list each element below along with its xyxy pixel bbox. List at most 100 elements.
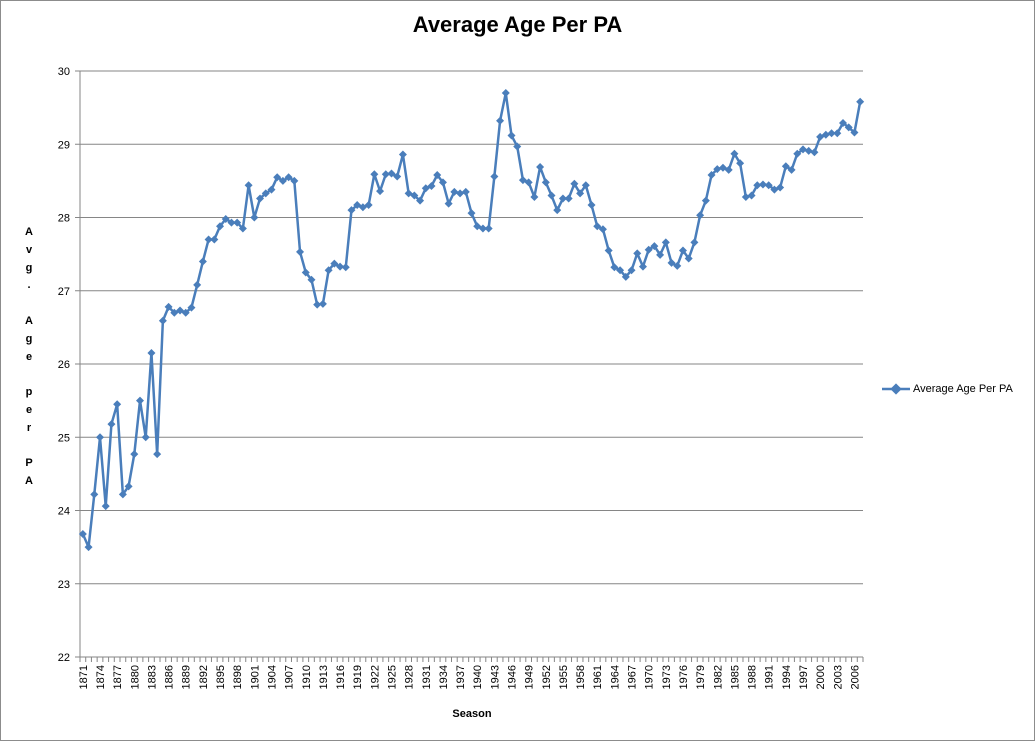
- data-point-1976: [678, 246, 687, 255]
- x-tick-label-1874: 1874: [95, 665, 107, 689]
- data-point-2002: [827, 129, 836, 138]
- data-point-1918: [347, 206, 356, 215]
- data-point-1935: [444, 199, 453, 208]
- data-point-1879: [124, 482, 133, 491]
- data-point-1962: [598, 225, 607, 234]
- data-point-1873: [90, 490, 99, 499]
- x-tick-label-1919: 1919: [352, 665, 364, 689]
- x-tick-label-1889: 1889: [181, 665, 193, 689]
- data-point-1921: [364, 201, 373, 210]
- x-tick-label-1985: 1985: [729, 665, 741, 689]
- data-point-1927: [398, 150, 407, 159]
- x-tick-label-1907: 1907: [284, 665, 296, 689]
- x-tick-label-1937: 1937: [455, 665, 467, 689]
- x-tick-label-1997: 1997: [798, 665, 810, 689]
- x-tick-label-1952: 1952: [541, 665, 553, 689]
- data-point-1991: [764, 181, 773, 190]
- data-point-1886: [164, 302, 173, 311]
- data-point-1890: [187, 303, 196, 312]
- x-tick-label-1943: 1943: [489, 665, 501, 689]
- x-tick-label-1988: 1988: [747, 665, 759, 689]
- data-point-1964: [610, 263, 619, 272]
- data-point-1929: [410, 191, 419, 200]
- data-point-1897: [227, 218, 236, 227]
- x-tick-label-1976: 1976: [678, 665, 690, 689]
- data-point-1884: [153, 450, 162, 459]
- data-point-1885: [158, 316, 167, 325]
- data-point-2005: [844, 123, 853, 132]
- data-point-1988: [747, 191, 756, 200]
- data-point-1944: [496, 116, 505, 125]
- data-point-1909: [296, 247, 305, 256]
- data-point-1941: [478, 224, 487, 233]
- x-tick-labels: 1871 1874 1877 1880 1883 1886 1889 1892 1895 1898…: [78, 665, 862, 689]
- x-tick-label-1958: 1958: [575, 665, 587, 689]
- data-point-1958: [576, 189, 585, 198]
- data-point-1936: [450, 187, 459, 196]
- data-point-1932: [427, 182, 436, 191]
- data-point-1917: [341, 263, 350, 272]
- y-tick-label-29: 29: [58, 139, 70, 151]
- data-point-1971: [650, 242, 659, 251]
- x-tick-label-1946: 1946: [507, 665, 519, 689]
- data-point-1954: [553, 206, 562, 215]
- data-point-1872: [84, 543, 93, 552]
- data-point-1981: [707, 171, 716, 180]
- data-point-1880: [130, 450, 139, 459]
- data-point-1955: [558, 194, 567, 203]
- data-point-1922: [370, 170, 379, 179]
- axes: [75, 70, 864, 662]
- data-point-1979: [696, 211, 705, 220]
- data-point-1939: [467, 209, 476, 218]
- data-point-1968: [633, 249, 642, 258]
- y-tick-label-24: 24: [58, 506, 70, 518]
- data-point-1904: [267, 185, 276, 194]
- data-point-1894: [210, 235, 219, 244]
- x-tick-label-1967: 1967: [627, 665, 639, 689]
- data-point-1967: [627, 266, 636, 275]
- legend-marker-icon: [882, 383, 910, 395]
- y-tick-labels: 22 23 24 25 26 27 28 29 30: [58, 66, 70, 664]
- data-point-1914: [324, 266, 333, 275]
- x-tick-label-1871: 1871: [78, 665, 90, 689]
- x-tick-label-1910: 1910: [301, 665, 313, 689]
- x-tick-label-2003: 2003: [832, 665, 844, 689]
- x-tick-label-1895: 1895: [215, 665, 227, 689]
- x-tick-label-1979: 1979: [695, 665, 707, 689]
- data-point-1912: [313, 300, 322, 309]
- data-point-1905: [273, 173, 282, 182]
- chart-title: Average Age Per PA: [412, 12, 623, 37]
- data-point-1978: [690, 238, 699, 247]
- y-tick-label-22: 22: [58, 652, 70, 664]
- data-point-1899: [238, 224, 247, 233]
- y-tick-label-27: 27: [58, 286, 70, 298]
- data-point-2004: [838, 119, 847, 128]
- data-point-1943: [490, 172, 499, 181]
- series-line: [81, 91, 862, 549]
- data-point-1985: [730, 149, 739, 158]
- x-tick-label-1955: 1955: [558, 665, 570, 689]
- data-point-1926: [393, 172, 402, 181]
- data-point-1960: [587, 201, 596, 210]
- data-point-1982: [713, 165, 722, 174]
- data-point-1965: [616, 266, 625, 275]
- x-tick-label-1973: 1973: [661, 665, 673, 689]
- data-point-1881: [136, 396, 145, 405]
- data-point-1966: [621, 272, 630, 281]
- y-tick-label-28: 28: [58, 213, 70, 225]
- data-point-1934: [438, 178, 447, 187]
- data-point-1906: [278, 176, 287, 185]
- x-tick-label-1922: 1922: [369, 665, 381, 689]
- x-tick-label-1994: 1994: [781, 665, 793, 689]
- data-point-1949: [524, 178, 533, 187]
- data-point-1998: [804, 146, 813, 155]
- data-point-1999: [810, 148, 819, 157]
- data-point-1889: [181, 308, 190, 317]
- data-point-2001: [821, 130, 830, 139]
- data-point-1882: [141, 433, 150, 442]
- y-tick-label-23: 23: [58, 579, 70, 591]
- data-point-1990: [758, 180, 767, 189]
- x-tick-label-1916: 1916: [335, 665, 347, 689]
- y-tick-label-30: 30: [58, 66, 70, 78]
